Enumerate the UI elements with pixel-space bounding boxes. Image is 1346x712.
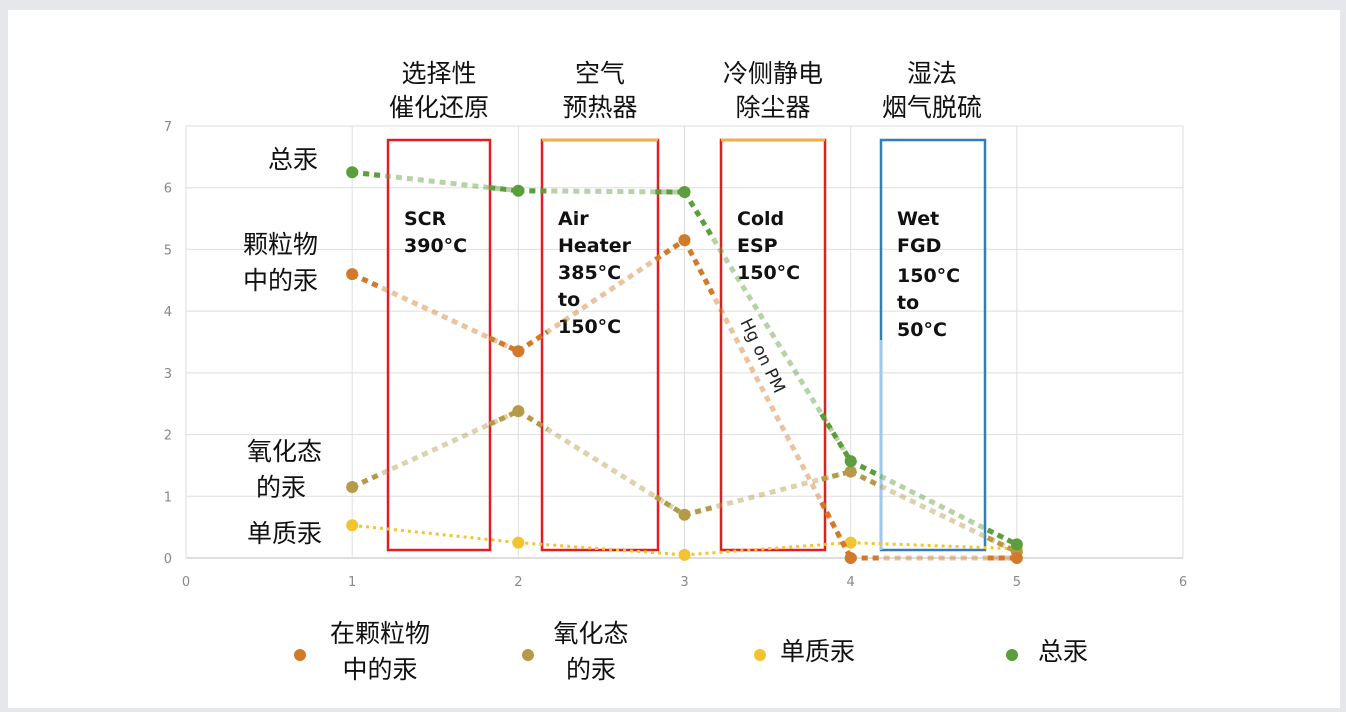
legend-label-particulate-line2: 中的汞: [342, 655, 417, 684]
series-line-elemental: [851, 543, 1017, 549]
data-point-elemental: [346, 519, 358, 531]
wet-fgd-en-line4: to: [897, 292, 919, 314]
x-tick-label: 6: [1179, 575, 1187, 590]
x-tick-label: 2: [514, 575, 522, 590]
air-heater-en-line4: to: [558, 289, 580, 311]
scr-en-line1: SCR: [404, 208, 447, 230]
y-tick-label: 0: [164, 552, 172, 567]
wet-fgd-en-line2: FGD: [897, 235, 941, 257]
x-tick-label: 3: [680, 575, 688, 590]
data-point-oxidized: [679, 509, 691, 521]
cold-esp-en-line2: ESP: [737, 235, 778, 257]
data-point-elemental: [512, 537, 524, 549]
mercury-speciation-chart: 0 1 2 3 4 5 6 7 0 1 2 3 4 5 6 选择性 催化还原 空气 预热器 冷侧静电 除尘器…: [8, 10, 1340, 708]
x-tick-label: 5: [1013, 575, 1021, 590]
legend-label-particulate-line1: 在颗粒物: [330, 619, 430, 648]
scr-title-line1: 选择性: [401, 59, 476, 88]
air-heater-en-line2: Heater: [558, 235, 632, 257]
series-line-particulate: [685, 240, 714, 296]
y-tick-label: 7: [164, 120, 172, 135]
data-point-particulate: [679, 234, 691, 246]
legend-label-oxidized-line1: 氧化态: [553, 619, 628, 648]
side-label-total: 总汞: [268, 145, 318, 174]
data-point-particulate: [845, 552, 857, 564]
cold-esp-en-line3: 150°C: [737, 262, 800, 284]
legend-label-elemental: 单质汞: [780, 637, 855, 666]
data-point-particulate: [346, 268, 358, 280]
data-point-oxidized: [346, 481, 358, 493]
side-label-oxidized-line1: 氧化态: [247, 437, 322, 466]
cold-esp-title-line1: 冷侧静电: [723, 59, 823, 88]
air-heater-title-line2: 预热器: [562, 93, 637, 122]
cold-esp-box: [721, 140, 825, 550]
y-tick-label: 6: [164, 182, 172, 197]
legend-marker-elemental: [754, 649, 766, 661]
y-tick-label: 1: [164, 490, 172, 505]
wet-fgd-en-line1: Wet: [897, 208, 939, 230]
y-tick-label: 3: [164, 367, 172, 382]
data-point-total: [1011, 538, 1023, 550]
scr-box: [388, 140, 490, 550]
wet-fgd-title-line2: 烟气脱硫: [882, 93, 982, 122]
side-label-elemental: 单质汞: [247, 519, 322, 548]
x-tick-label: 4: [847, 575, 855, 590]
legend-marker-particulate: [294, 649, 306, 661]
wet-fgd-box: [881, 140, 985, 550]
air-heater-en-line3: 385°C: [558, 262, 621, 284]
x-tick-label: 1: [348, 575, 356, 590]
legend-label-total: 总汞: [1038, 637, 1088, 666]
legend: 在颗粒物 中的汞 氧化态 的汞 单质汞 总汞: [294, 619, 1088, 684]
y-tick-label: 2: [164, 429, 172, 444]
data-point-oxidized: [845, 466, 857, 478]
legend-label-oxidized-line2: 的汞: [566, 655, 616, 684]
scr-title-line2: 催化还原: [389, 93, 489, 122]
hg-on-pm-annotation: Hg on PM: [736, 315, 789, 396]
side-label-particulate-line2: 中的汞: [243, 266, 318, 295]
series-line-elemental: [352, 525, 518, 542]
data-point-total: [512, 185, 524, 197]
chart-card: 0 1 2 3 4 5 6 7 0 1 2 3 4 5 6 选择性 催化还原 空气 预热器 冷侧静电 除尘器…: [8, 10, 1340, 708]
data-point-total: [845, 455, 857, 467]
air-heater-en-line1: Air: [558, 208, 589, 230]
wet-fgd-title-line1: 湿法: [907, 59, 957, 88]
y-tick-label: 4: [164, 305, 172, 320]
y-tick-label: 5: [164, 243, 172, 258]
legend-marker-total: [1006, 649, 1018, 661]
wet-fgd-en-line3: 150°C: [897, 265, 960, 287]
series-line-total: [685, 192, 714, 239]
data-point-particulate: [512, 345, 524, 357]
data-point-elemental: [679, 549, 691, 561]
wet-fgd-en-line5: 50°C: [897, 319, 947, 341]
data-point-oxidized: [512, 405, 524, 417]
data-point-total: [346, 166, 358, 178]
side-label-oxidized-line2: 的汞: [256, 473, 306, 502]
air-heater-title-line1: 空气: [575, 59, 625, 88]
scr-en-line2: 390°C: [404, 235, 467, 257]
side-label-particulate-line1: 颗粒物: [243, 230, 318, 259]
data-point-total: [679, 186, 691, 198]
series-line-elemental: [518, 543, 684, 555]
cold-esp-title-line2: 除尘器: [735, 93, 810, 122]
cold-esp-en-line1: Cold: [737, 208, 784, 230]
x-tick-label: 0: [182, 575, 190, 590]
data-point-particulate: [1011, 552, 1023, 564]
legend-marker-oxidized: [522, 649, 534, 661]
